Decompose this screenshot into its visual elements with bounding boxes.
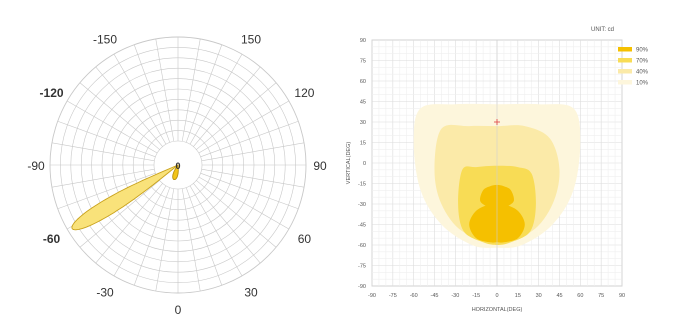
- polar-grid-spoke: [185, 187, 223, 286]
- polar-angle-label: 0: [175, 161, 180, 171]
- polar-grid-spoke: [51, 168, 155, 188]
- y-tick-label: -75: [358, 264, 366, 270]
- legend-label: 10%: [636, 81, 649, 87]
- polar-grid-spoke: [133, 187, 171, 286]
- polar-angle-label: -60: [43, 232, 61, 246]
- x-tick-label: -60: [410, 293, 418, 299]
- polar-angle-label: -30: [96, 285, 114, 299]
- polar-grid-spoke: [113, 185, 167, 277]
- polar-grid-spoke: [57, 120, 156, 158]
- x-tick-label: -30: [451, 293, 459, 299]
- y-tick-label: -30: [358, 202, 366, 208]
- polar-angle-label: -90: [27, 159, 45, 173]
- y-tick-label: -45: [358, 223, 366, 229]
- x-axis-label: HORIZONTAL(DEG): [472, 307, 523, 313]
- polar-lobe-0: [71, 164, 179, 231]
- polar-grid-spoke: [181, 188, 201, 292]
- x-tick-label: 45: [556, 293, 562, 299]
- polar-grid-spoke: [198, 100, 290, 154]
- y-axis-label: VERTICAL(DEG): [346, 142, 352, 185]
- x-tick-label: -90: [368, 293, 376, 299]
- polar-grid-spoke: [189, 185, 243, 277]
- polar-grid-spoke: [189, 53, 243, 145]
- polar-grid-spoke: [196, 82, 277, 150]
- x-tick-label: 30: [536, 293, 542, 299]
- polar-grid-spoke: [196, 180, 277, 248]
- polar-grid-spoke: [185, 44, 223, 143]
- x-tick-label: 75: [598, 293, 604, 299]
- y-tick-label: 75: [360, 59, 366, 65]
- unit-label: UNIT: cd: [591, 27, 614, 33]
- polar-angle-label: 120: [294, 86, 314, 100]
- legend-swatch-90pct: [618, 47, 632, 52]
- polar-grid-spoke: [79, 180, 160, 248]
- polar-grid-spoke: [201, 168, 305, 188]
- legend-swatch-40pct: [618, 69, 632, 74]
- polar-grid-spoke: [95, 183, 163, 264]
- polar-angle-label: 90: [313, 159, 327, 173]
- polar-angle-label: -120: [40, 86, 64, 100]
- x-tick-label: -45: [431, 293, 439, 299]
- y-tick-label: -90: [358, 284, 366, 290]
- polar-grid-spoke: [193, 66, 261, 147]
- polar-grid-spoke: [57, 172, 156, 210]
- polar-grid: [49, 36, 307, 294]
- polar-grid-spoke: [200, 120, 299, 158]
- polar-angle-label: 150: [241, 33, 261, 47]
- polar-grid-spoke: [181, 38, 201, 142]
- polar-angle-label: 60: [298, 232, 312, 246]
- polar-grid-spoke: [200, 172, 299, 210]
- polar-grid-spoke: [133, 44, 171, 143]
- legend-swatch-70pct: [618, 58, 632, 63]
- legend-label: 70%: [636, 59, 649, 65]
- polar-grid-spoke: [201, 142, 305, 162]
- polar-grid-spoke: [198, 176, 290, 230]
- polar-grid-spoke: [66, 100, 158, 154]
- x-tick-label: 60: [577, 293, 583, 299]
- x-tick-label: 0: [495, 293, 498, 299]
- legend-swatch-10pct: [618, 80, 632, 85]
- polar-grid-spoke: [79, 82, 160, 150]
- polar-grid-spoke: [193, 183, 261, 264]
- y-tick-label: -60: [358, 243, 366, 249]
- x-tick-label: -75: [389, 293, 397, 299]
- polar-lobe-1: [172, 164, 179, 181]
- y-tick-label: 0: [363, 161, 366, 167]
- x-tick-label: 90: [619, 293, 625, 299]
- polar-angle-label: 30: [244, 285, 258, 299]
- y-tick-label: 90: [360, 38, 366, 44]
- polar-angle-label: -150: [93, 33, 117, 47]
- polar-grid-spoke: [51, 142, 155, 162]
- isocandela-contour-chart: -90 -75 -60 -45 -30 -15 0 15 30 45 60 75 90 90 75 60 45 3…: [346, 27, 649, 313]
- y-tick-label: 15: [360, 141, 366, 147]
- x-tick-label: 15: [515, 293, 521, 299]
- polar-angle-label: 0: [175, 303, 182, 317]
- polar-grid-spoke: [95, 66, 163, 147]
- polar-grid-spoke: [155, 38, 175, 142]
- x-tick-label: -15: [472, 293, 480, 299]
- y-tick-label: 45: [360, 100, 366, 106]
- y-tick-label: 30: [360, 120, 366, 126]
- polar-grid-spoke: [113, 53, 167, 145]
- polar-grid-spoke: [155, 188, 175, 292]
- legend-label: 90%: [636, 48, 649, 54]
- y-tick-label: -15: [358, 182, 366, 188]
- legend-label: 40%: [636, 70, 649, 76]
- polar-luminous-intensity-chart: 0 -150 150 -120 120 -90 90 -60 60 -30 30 0: [27, 33, 327, 317]
- y-tick-label: 60: [360, 79, 366, 85]
